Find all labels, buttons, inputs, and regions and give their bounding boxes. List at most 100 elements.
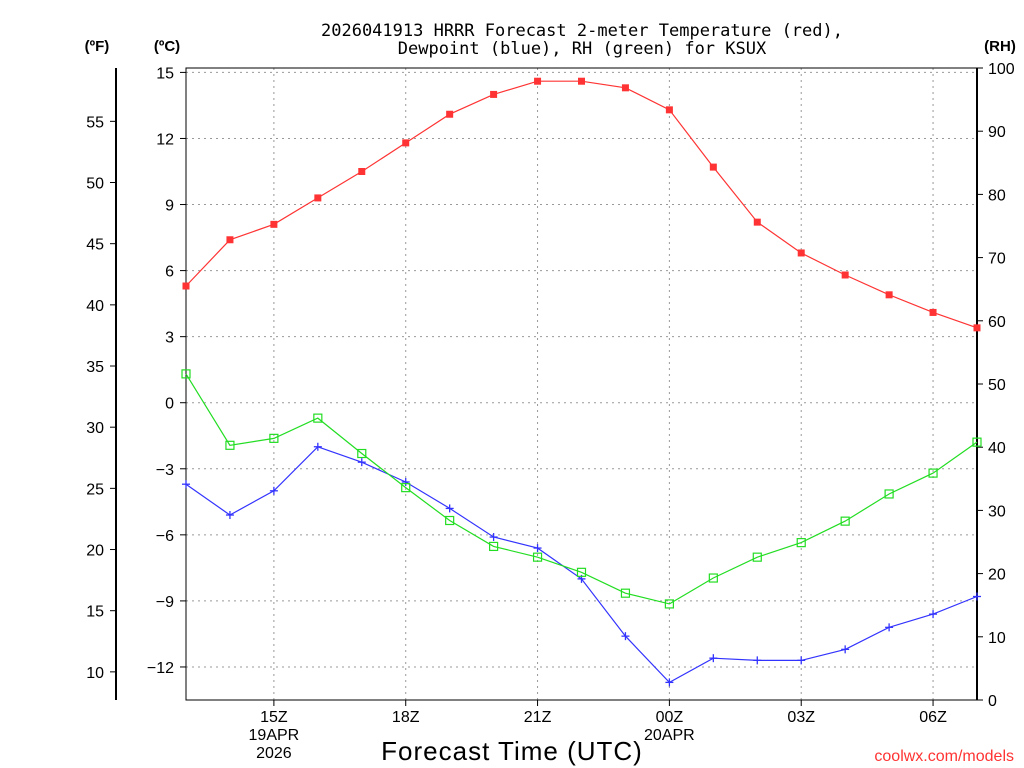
dewpoint-point [225,511,234,520]
rh-point [181,369,191,379]
rh-point [269,433,279,443]
fahrenheit-tick-label: 20 [86,543,104,560]
plot-frame [185,67,978,701]
dewpoint-point [313,442,322,451]
rh-point [620,588,631,598]
x-tick-label: 18Z [392,709,420,726]
temperature-point [929,308,937,316]
rh-tick-label: 70 [988,251,1006,268]
series-dewpoint [182,442,981,687]
temperature-point [534,77,542,85]
series-temperature [182,77,981,332]
fahrenheit-tick-label: 50 [86,176,104,193]
temperature-point [270,220,278,228]
rh-point [357,448,367,459]
rh-point [840,516,850,526]
dewpoint-point [973,592,981,601]
celsius-tick-label: 0 [165,396,174,413]
temperature-point [358,167,366,175]
temperature-point [797,249,805,257]
fahrenheit-tick-label: 10 [86,665,104,682]
rh-tick-label: 10 [988,630,1006,647]
temperature-point [753,218,761,226]
x-tick-label: 03Z [787,709,815,726]
chart-title-line1: 2026041913 HRRR Forecast 2-meter Tempera… [321,21,843,41]
rh-point [972,437,982,447]
rh-unit-label: (RH) [984,38,1016,55]
dewpoint-point [445,504,454,513]
x-tick-label: 06Z [919,709,947,726]
celsius-tick-label: 12 [156,131,174,148]
rh-tick-label: 30 [988,503,1006,520]
dewpoint-point [182,480,190,489]
dewpoint-line [185,446,978,684]
x-tick-label: 21Z [524,709,552,726]
temperature-point [665,106,673,114]
rh-tick-label: 40 [988,440,1006,457]
fahrenheit-tick-label: 15 [86,604,104,621]
x-axis-title: Forecast Time (UTC) [381,736,643,766]
rh-point [752,552,762,562]
celsius-unit-label: (ºC) [154,38,180,55]
series-rh [181,369,982,609]
dewpoint-point [533,544,542,553]
temperature-point [490,90,498,98]
rh-tick-label: 50 [988,377,1006,394]
x-tick-label: 2026 [256,745,292,762]
watermark: coolwx.com/models [874,748,1014,765]
dewpoint-point [621,632,630,641]
celsius-tick-label: 15 [156,65,174,82]
dewpoint-point [709,654,718,663]
temperature-point [885,291,893,299]
celsius-tick-label: 6 [165,264,174,281]
temperature-point [314,194,322,202]
temperature-point [446,110,454,118]
celsius-tick-label: −9 [156,594,174,611]
rh-point [401,483,411,493]
rh-point [884,489,894,499]
grid-lines [186,68,977,700]
fahrenheit-tick-label: 40 [86,298,104,315]
rh-point [576,567,587,577]
celsius-tick-label: 9 [165,198,174,215]
rh-point [708,573,718,583]
temperature-point [226,236,234,244]
temperature-point [841,271,849,279]
rh-line [185,373,978,605]
rh-tick-label: 0 [988,693,997,710]
chart-title-line2: Dewpoint (blue), RH (green) for KSUX [398,39,767,59]
dewpoint-point [885,623,894,632]
dewpoint-point [665,678,674,687]
dewpoint-point [401,477,410,486]
rh-point [313,413,323,423]
rh-point [928,468,938,478]
fahrenheit-tick-label: 35 [86,359,104,376]
dewpoint-point [753,656,762,665]
series-layer [181,77,982,687]
dewpoint-point [797,656,806,665]
temperature-point [973,324,981,332]
x-tick-label: 19APR [249,727,300,744]
temperature-point [709,163,717,171]
dewpoint-point [489,533,498,542]
rh-point [532,552,543,562]
rh-point [664,599,674,609]
fahrenheit-tick-label: 55 [86,114,104,131]
celsius-tick-label: 3 [165,330,174,347]
rh-tick-label: 60 [988,314,1006,331]
celsius-tick-label: −12 [147,660,174,677]
celsius-tick-label: −3 [156,462,174,479]
fahrenheit-tick-label: 30 [86,420,104,437]
rh-point [489,541,499,552]
fahrenheit-unit-label: (ºF) [85,38,110,55]
x-tick-label: 20APR [644,727,695,744]
rh-tick-label: 90 [988,124,1006,141]
rh-point [796,538,806,548]
temperature-point [182,282,190,290]
temperature-point [578,77,585,85]
fahrenheit-tick-label: 25 [86,481,104,498]
axes: 10 15 20 25 30 35 40 45 50 55 −12 −9 −6 −3 0 3 6 9 12 15 0 10… [86,61,1015,762]
rh-tick-label: 100 [988,61,1015,78]
fahrenheit-tick-label: 45 [86,237,104,254]
